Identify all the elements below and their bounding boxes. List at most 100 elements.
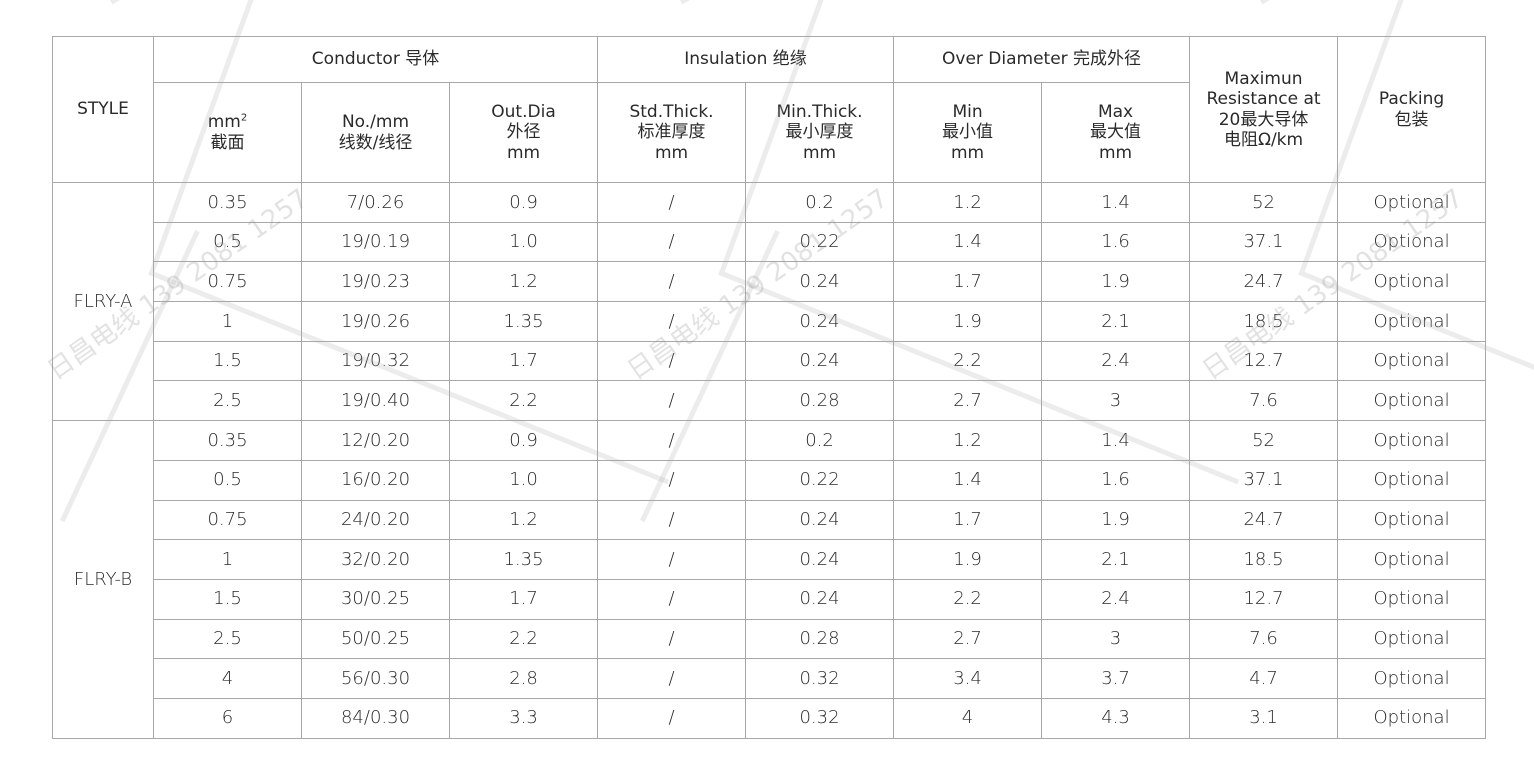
table-cell: 0.24 bbox=[745, 301, 895, 342]
table-cell: Optional bbox=[1337, 261, 1487, 303]
table-cell: 3.3 bbox=[448, 697, 599, 739]
table-cell: 1 bbox=[153, 539, 302, 580]
table-cell: 3.7 bbox=[1041, 658, 1191, 699]
line: Min bbox=[952, 101, 983, 122]
header-mm2: mm2 截面 bbox=[153, 82, 302, 183]
table-cell: 7.6 bbox=[1189, 618, 1339, 660]
table-row: 4 56/0.30 2.8/0.32 3.4 3.7 4.7 Optional bbox=[53, 658, 1487, 699]
table-cell: / bbox=[597, 420, 747, 461]
table-cell: 56/0.30 bbox=[301, 658, 450, 699]
table-cell: 2.4 bbox=[1041, 340, 1191, 382]
line: 最大值 bbox=[1090, 122, 1142, 143]
table-row: FLRY-A 0.35 7/0.26 0.9/0.2 1.2 1.4 52 Optional bbox=[52, 181, 1487, 422]
table-cell: 1.35 bbox=[448, 301, 599, 342]
table-cell: / bbox=[597, 618, 747, 660]
table-cell: 19/0.23 bbox=[301, 261, 450, 303]
table-cell: 0.24 bbox=[745, 340, 895, 382]
header-over-diameter: Over Diameter 完成外径 bbox=[893, 36, 1191, 83]
table-row: 0.5 19/0.19 1.0/0.22 1.4 1.6 37.1 Optional bbox=[53, 221, 1487, 263]
table-cell: 24/0.20 bbox=[301, 499, 450, 541]
watermark-stroke bbox=[680, 0, 874, 5]
table-cell: 7.6 bbox=[1189, 380, 1339, 422]
table-cell: 84/0.30 bbox=[301, 697, 450, 739]
table-cell: 1.9 bbox=[893, 539, 1043, 580]
table-cell: 1.4 bbox=[1041, 420, 1191, 461]
line: 包装 bbox=[1394, 109, 1429, 130]
line: 外径 bbox=[506, 122, 541, 143]
table-cell: 2.7 bbox=[893, 380, 1043, 422]
table-cell: 52 bbox=[1189, 182, 1339, 223]
header-conductor: Conductor 导体 bbox=[152, 36, 599, 83]
table-cell: 1.9 bbox=[1041, 261, 1191, 303]
table-body: FLRY-A 0.35 7/0.26 0.9/0.2 1.2 1.4 52 Optional 0… bbox=[52, 181, 1487, 739]
line: 标准厚度 bbox=[637, 122, 706, 143]
table-cell: Optional bbox=[1337, 380, 1487, 422]
style-cell: FLRY-A bbox=[52, 181, 154, 422]
table-cell: 4.3 bbox=[1041, 697, 1191, 739]
line: mm bbox=[506, 142, 541, 163]
table-cell: Optional bbox=[1337, 539, 1487, 580]
header-out-dia: Out.Dia 外径 mm bbox=[448, 82, 599, 183]
line: 最小厚度 bbox=[785, 122, 854, 143]
table-cell: 1.0 bbox=[448, 459, 599, 501]
table-cell: 2.2 bbox=[448, 618, 599, 660]
table-cell: 1.2 bbox=[448, 499, 599, 541]
table-cell: 1.2 bbox=[448, 261, 599, 303]
table-cell: 0.32 bbox=[745, 658, 895, 699]
table-cell: 1.5 bbox=[153, 340, 302, 382]
table-cell: 2.7 bbox=[893, 618, 1043, 660]
line: Std.Thick. bbox=[629, 101, 714, 122]
table-cell: 0.75 bbox=[153, 261, 302, 303]
table-cell: 1.6 bbox=[1041, 459, 1191, 501]
table-cell: 2.1 bbox=[1041, 301, 1191, 342]
line: Resistance at bbox=[1206, 89, 1321, 110]
table-cell: 4 bbox=[153, 658, 302, 699]
table-row: 2.5 50/0.25 2.2/0.28 2.7 3 7.6 Optional bbox=[53, 618, 1487, 660]
table-cell: 1.9 bbox=[1041, 499, 1191, 541]
line: mm bbox=[1098, 142, 1133, 163]
line: No./mm bbox=[341, 112, 410, 133]
line: 20最大导体 bbox=[1218, 109, 1309, 130]
table-cell: 1.7 bbox=[448, 578, 599, 620]
table-cell: 24.7 bbox=[1189, 261, 1339, 303]
table-cell: Optional bbox=[1337, 658, 1487, 699]
line: Packing bbox=[1378, 89, 1445, 110]
watermark-stroke bbox=[1260, 0, 1454, 5]
table-cell: 1.35 bbox=[448, 539, 599, 580]
table-cell: 2.4 bbox=[1041, 578, 1191, 620]
table-cell: 0.5 bbox=[153, 221, 302, 263]
line: 电阻Ω/km bbox=[1223, 129, 1304, 150]
table-cell: 18.5 bbox=[1189, 539, 1339, 580]
table-row: 2.5 19/0.40 2.2/0.28 2.7 3 7.6 Optional bbox=[53, 380, 1487, 422]
table-cell: 0.35 bbox=[153, 182, 302, 223]
table-cell: 12/0.20 bbox=[301, 420, 450, 461]
table-cell: 19/0.32 bbox=[301, 340, 450, 382]
table-cell: Optional bbox=[1337, 340, 1487, 382]
table-cell: 0.75 bbox=[153, 499, 302, 541]
table-header: STYLE Conductor 导体 Insulation 绝缘 Over Di… bbox=[52, 36, 1487, 183]
table-cell: 1.9 bbox=[893, 301, 1043, 342]
table-cell: 0.2 bbox=[745, 420, 895, 461]
table-cell: / bbox=[597, 459, 747, 501]
table-cell: / bbox=[597, 539, 747, 580]
table-cell: 3.1 bbox=[1189, 697, 1339, 739]
table-cell: 2.2 bbox=[893, 578, 1043, 620]
style-cell: FLRY-B bbox=[52, 420, 154, 739]
line: mm bbox=[802, 142, 837, 163]
table-row: 0.5 16/0.20 1.0/0.22 1.4 1.6 37.1 Optional bbox=[53, 459, 1487, 501]
table-cell: 1 bbox=[153, 301, 302, 342]
table-row: 0.75 24/0.20 1.2/0.24 1.7 1.9 24.7 Optional bbox=[53, 499, 1487, 541]
table-cell: 1.2 bbox=[893, 182, 1043, 223]
line: mm bbox=[207, 112, 241, 133]
table-cell: 19/0.26 bbox=[301, 301, 450, 342]
table-cell: 37.1 bbox=[1189, 459, 1339, 501]
table-cell: 3 bbox=[1041, 380, 1191, 422]
table-cell: 1.4 bbox=[1041, 182, 1191, 223]
header-packing: Packing 包装 bbox=[1337, 36, 1487, 183]
table-cell: 1.4 bbox=[893, 459, 1043, 501]
table-cell: 1.4 bbox=[893, 221, 1043, 263]
table-cell: 2.2 bbox=[893, 340, 1043, 382]
table-cell: 16/0.20 bbox=[301, 459, 450, 501]
header-min: Min 最小值 mm bbox=[893, 82, 1043, 183]
line: Min.Thick. bbox=[776, 101, 863, 122]
